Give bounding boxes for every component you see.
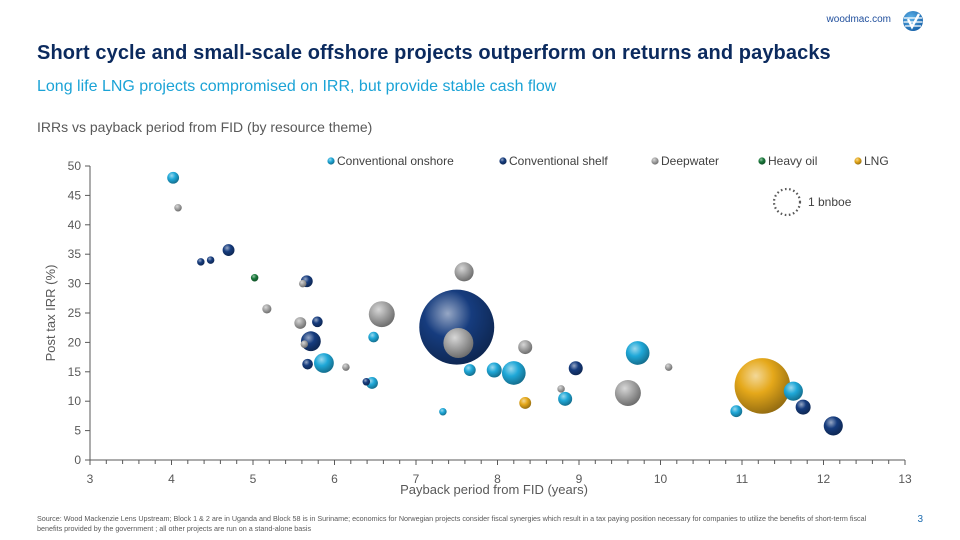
- legend-marker: [854, 157, 862, 165]
- legend-item: Deepwater: [651, 154, 719, 168]
- bubble-conventional-shelf: [197, 258, 205, 266]
- x-tick-label: 6: [331, 472, 338, 486]
- bubble-deepwater: [454, 262, 474, 282]
- bubble-conventional-shelf: [568, 361, 583, 376]
- x-tick-label: 11: [736, 472, 749, 486]
- legend-item: Conventional shelf: [499, 154, 608, 168]
- page-title: Short cycle and small-scale offshore pro…: [37, 42, 831, 64]
- bubble-conventional-onshore: [625, 341, 650, 365]
- legend-marker: [758, 157, 766, 165]
- legend-item: Heavy oil: [758, 154, 817, 168]
- size-reference: 1 bnboe: [772, 187, 852, 217]
- bubble-deepwater: [342, 363, 350, 371]
- bubble-conventional-onshore: [501, 361, 526, 385]
- legend-item: Conventional onshore: [327, 154, 454, 168]
- size-reference-circle: [772, 187, 802, 217]
- y-tick-label: 25: [68, 306, 82, 320]
- bubble-deepwater: [557, 385, 565, 393]
- chart-legend: Conventional onshore Conventional shelf De…: [327, 154, 889, 168]
- legend-label: Conventional shelf: [509, 154, 608, 168]
- bubble-conventional-shelf: [222, 244, 235, 257]
- bubble-conventional-shelf: [795, 399, 811, 415]
- x-tick-label: 5: [250, 472, 257, 486]
- legend-label: LNG: [864, 154, 889, 168]
- legend-item: LNG: [854, 154, 889, 168]
- bubble-deepwater: [664, 363, 673, 371]
- y-axis-title: Post tax IRR (%): [43, 265, 58, 362]
- legend-label: Heavy oil: [768, 154, 817, 168]
- x-tick-label: 7: [413, 472, 420, 486]
- bubble-deepwater: [174, 204, 182, 212]
- bubble-conventional-onshore: [439, 408, 447, 416]
- legend-label: Deepwater: [661, 154, 719, 168]
- size-reference-label: 1 bnboe: [808, 195, 852, 209]
- site-link[interactable]: woodmac.com: [826, 14, 891, 25]
- x-tick-label: 9: [576, 472, 583, 486]
- bubble-deepwater: [443, 327, 474, 358]
- bubble-conventional-onshore: [368, 331, 379, 343]
- bubble-conventional-onshore: [167, 171, 180, 184]
- bubble-deepwater: [294, 317, 307, 329]
- x-tick-label: 10: [654, 472, 668, 486]
- bubble-conventional-shelf: [362, 378, 371, 386]
- bubble-conventional-onshore: [783, 381, 803, 401]
- bubble-conventional-shelf: [312, 316, 323, 328]
- bubble-lng: [734, 358, 791, 414]
- x-tick-label: 12: [817, 472, 831, 486]
- source-note: Source: Wood Mackenzie Lens Upstream; Bl…: [37, 514, 867, 533]
- bubble-deepwater: [298, 279, 307, 288]
- y-tick-label: 45: [68, 188, 82, 202]
- y-tick-label: 40: [68, 218, 82, 232]
- bubble-conventional-onshore: [486, 362, 502, 378]
- x-axis-title: Payback period from FID (years): [400, 482, 588, 497]
- legend-marker: [651, 157, 659, 165]
- woodmac-globe-icon: [903, 11, 923, 31]
- chart-bubbles: [167, 171, 843, 436]
- bubble-deepwater: [614, 379, 641, 406]
- bubble-conventional-shelf: [302, 358, 313, 370]
- y-tick-label: 20: [68, 335, 82, 349]
- x-tick-label: 3: [87, 472, 94, 486]
- x-tick-label: 13: [898, 472, 912, 486]
- legend-marker: [327, 157, 335, 165]
- bubble-heavy-oil: [250, 273, 259, 282]
- bubble-conventional-shelf: [419, 289, 495, 365]
- y-tick-label: 0: [74, 453, 81, 467]
- chart-title: IRRs vs payback period from FID (by reso…: [37, 119, 373, 135]
- bubble-deepwater: [262, 304, 272, 314]
- y-tick-label: 30: [68, 277, 82, 291]
- bubble-conventional-onshore: [313, 353, 334, 373]
- page-number: 3: [917, 514, 923, 525]
- page-subtitle: Long life LNG projects compromised on IR…: [37, 78, 557, 95]
- y-tick-label: 50: [68, 159, 82, 173]
- y-tick-label: 15: [68, 365, 82, 379]
- x-tick-label: 4: [168, 472, 175, 486]
- bubble-deepwater: [368, 301, 395, 328]
- y-tick-label: 5: [74, 424, 81, 438]
- y-tick-label: 10: [68, 394, 82, 408]
- bubble-deepwater: [300, 340, 309, 348]
- bubble-conventional-onshore: [558, 391, 573, 406]
- bubble-conventional-shelf: [823, 416, 843, 436]
- y-tick-label: 35: [68, 247, 82, 261]
- bubble-conventional-shelf: [206, 256, 215, 264]
- bubble-lng: [519, 397, 532, 409]
- bubble-conventional-onshore: [463, 364, 476, 376]
- x-tick-label: 8: [494, 472, 501, 486]
- bubble-conventional-onshore: [730, 405, 743, 418]
- legend-label: Conventional onshore: [337, 154, 454, 168]
- bubble-deepwater: [518, 340, 533, 355]
- legend-marker: [499, 157, 507, 165]
